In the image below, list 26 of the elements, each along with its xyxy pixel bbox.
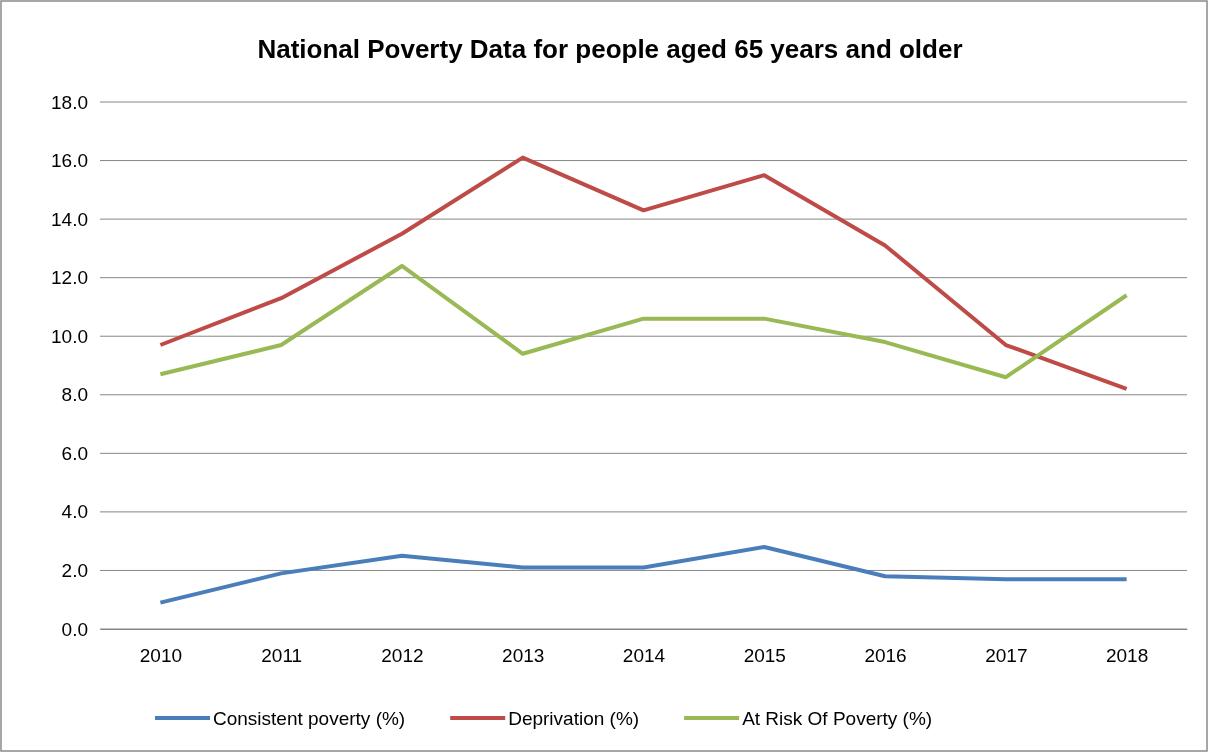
y-tick-label: 14.0 xyxy=(51,208,88,230)
y-tick-label: 8.0 xyxy=(61,384,88,406)
y-tick-label: 12.0 xyxy=(51,267,88,289)
line-series xyxy=(158,263,1129,380)
legend-label: Deprivation (%) xyxy=(508,708,640,729)
y-tick-label: 16.0 xyxy=(51,150,88,172)
y-tick-label: 10.0 xyxy=(51,325,88,347)
x-tick-label: 2014 xyxy=(622,645,666,667)
x-tick-label: 2015 xyxy=(743,645,786,667)
x-tick-label: 2010 xyxy=(139,645,183,667)
y-tick-label: 6.0 xyxy=(61,442,88,464)
chart-title: National Poverty Data for people aged 65 years and older xyxy=(257,34,963,64)
x-tick-label: 2013 xyxy=(502,645,545,667)
legend-label: At Risk Of Poverty (%) xyxy=(742,708,933,729)
x-tick-label: 2017 xyxy=(985,645,1028,667)
y-tick-label: 2.0 xyxy=(61,560,88,582)
line-series xyxy=(158,545,1129,605)
legend-label: Consistent poverty (%) xyxy=(213,708,406,729)
y-tick-label: 0.0 xyxy=(61,618,88,640)
y-tick-label: 18.0 xyxy=(51,91,88,113)
x-tick-label: 2012 xyxy=(381,645,424,667)
line-series xyxy=(158,155,1129,391)
x-tick-label: 2016 xyxy=(864,645,907,667)
y-tick-label: 4.0 xyxy=(61,501,88,523)
x-tick-label: 2011 xyxy=(261,645,303,667)
x-tick-label: 2018 xyxy=(1105,645,1149,667)
